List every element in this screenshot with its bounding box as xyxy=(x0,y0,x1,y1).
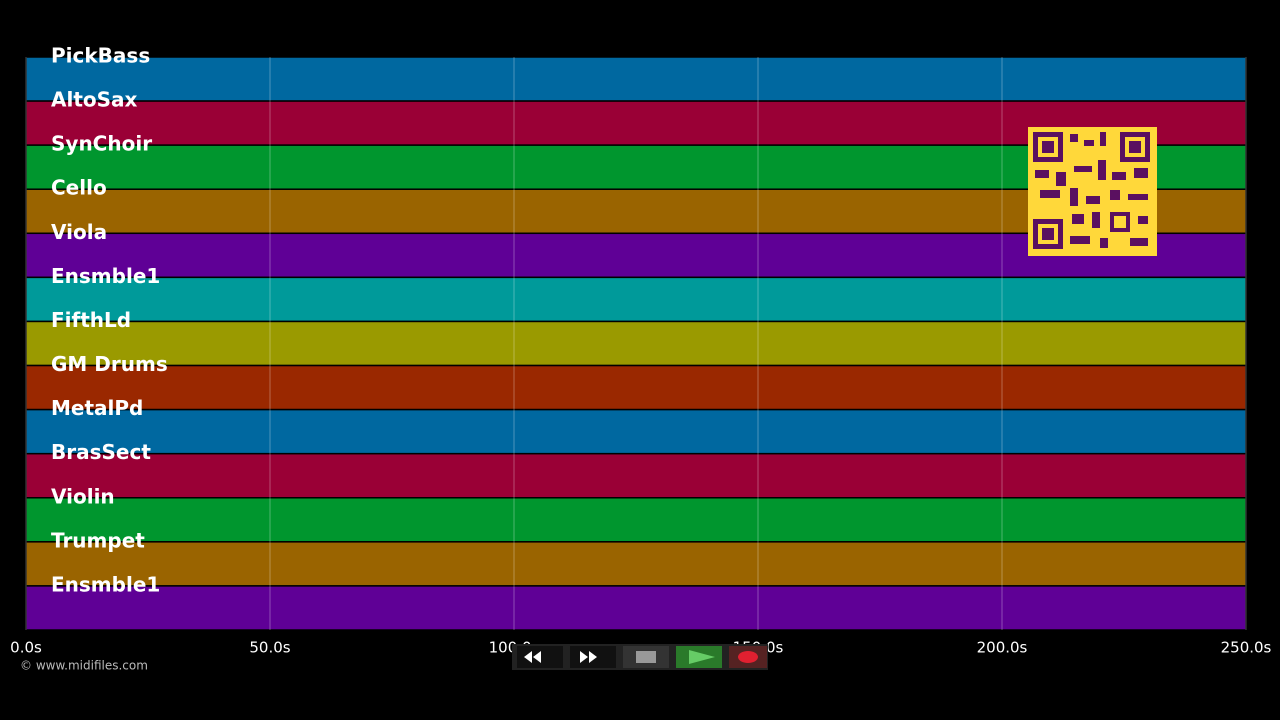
track-name: MetalPd xyxy=(51,396,143,420)
x-tick-label: 0.0s xyxy=(10,639,42,657)
track-lane xyxy=(25,585,1247,631)
track-lane xyxy=(25,276,1247,323)
track-lane xyxy=(25,364,1247,411)
play-button[interactable] xyxy=(676,646,722,668)
track-name: Ensmble1 xyxy=(51,572,160,596)
labels: PickBass AltoSax SynChoir Cello Viola Ensmble… xyxy=(51,44,168,597)
track-name: FifthLd xyxy=(51,308,131,332)
x-tick-label: 250.0s xyxy=(1221,639,1272,657)
record-button[interactable] xyxy=(729,646,767,668)
rewind-button[interactable] xyxy=(517,646,563,668)
x-tick-label: 200.0s xyxy=(977,639,1028,657)
track-name: PickBass xyxy=(51,44,150,68)
track-name: Violin xyxy=(51,484,115,508)
track-lane xyxy=(25,541,1247,587)
credit: © www.midifiles.com xyxy=(20,659,148,673)
track-name: Ensmble1 xyxy=(51,264,160,288)
stop-button[interactable] xyxy=(623,646,669,668)
track-name: AltoSax xyxy=(51,88,138,112)
track-name: Cello xyxy=(51,176,107,200)
x-tick-label: 50.0s xyxy=(249,639,290,657)
track-name: BrasSect xyxy=(51,440,151,464)
track-lane xyxy=(25,56,1247,102)
transport-controls xyxy=(512,644,768,670)
track-lane xyxy=(25,320,1247,367)
track-name: GM Drums xyxy=(51,352,168,376)
track-lane xyxy=(25,408,1247,455)
track-name: Viola xyxy=(51,220,107,244)
track-name: SynChoir xyxy=(51,132,152,156)
qr-code xyxy=(1028,127,1157,256)
track-lane xyxy=(25,497,1247,543)
track-name: Trumpet xyxy=(51,528,145,552)
track-lane xyxy=(25,452,1247,499)
fast-forward-button[interactable] xyxy=(570,646,616,668)
